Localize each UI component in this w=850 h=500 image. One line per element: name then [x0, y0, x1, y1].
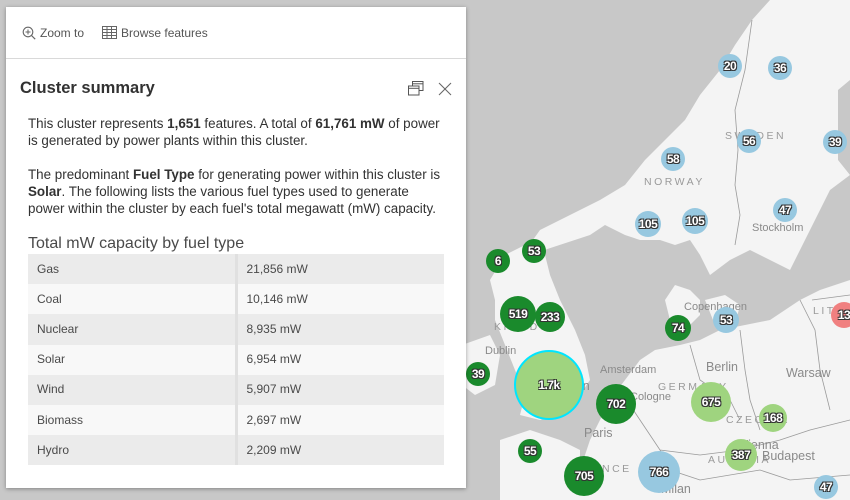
capacity-cell: 21,856 mW	[236, 254, 444, 285]
browse-features-button[interactable]: Browse features	[102, 26, 208, 40]
fuel-type-cell: Biomass	[28, 404, 238, 436]
table-row: Hydro 2,209 mW	[28, 435, 444, 466]
table-row: Nuclear 8,935 mW	[28, 314, 444, 345]
cluster-marker[interactable]: 168	[759, 404, 787, 432]
table-row: Biomass 2,697 mW	[28, 404, 444, 436]
feature-count: 1,651	[167, 116, 201, 131]
cluster-marker[interactable]: 55	[518, 439, 542, 463]
cluster-marker[interactable]: 53	[522, 239, 546, 263]
close-button[interactable]	[438, 82, 452, 96]
cluster-marker[interactable]: 675	[691, 382, 731, 422]
zoom-to-label: Zoom to	[40, 25, 85, 40]
browse-features-label: Browse features	[121, 25, 208, 40]
map-label: Cologne	[630, 391, 671, 403]
dock-icon	[408, 81, 424, 96]
selected-cluster-marker[interactable]: 1.7k	[516, 352, 582, 418]
popup-panel: Zoom to Browse features Cluster summary	[6, 7, 466, 488]
capacity-cell: 2,697 mW	[236, 404, 444, 436]
cluster-marker[interactable]: 58	[661, 147, 685, 171]
cluster-marker[interactable]: 39	[823, 130, 847, 154]
cluster-marker[interactable]: 36	[768, 56, 792, 80]
table-row: Coal 10,146 mW	[28, 284, 444, 315]
summary-paragraph: This cluster represents 1,651 features. …	[28, 116, 440, 148]
cluster-marker[interactable]: 6	[486, 249, 510, 273]
close-icon	[438, 82, 452, 95]
popup-actions-bar: Zoom to Browse features	[6, 7, 466, 59]
fuel-type-cell: Solar	[28, 344, 238, 375]
cluster-marker[interactable]: 702	[596, 384, 636, 424]
table-title: Total mW capacity by fuel type	[28, 235, 245, 252]
cluster-marker[interactable]: 766	[638, 451, 680, 493]
map-label: NORWAY	[644, 176, 705, 188]
map-label: Paris	[584, 426, 613, 440]
cluster-marker[interactable]: 56	[737, 129, 761, 153]
map-label: Amsterdam	[600, 364, 657, 376]
field-name: Fuel Type	[132, 167, 195, 182]
zoom-in-icon	[22, 26, 36, 40]
dock-button[interactable]	[408, 81, 424, 96]
zoom-to-button[interactable]: Zoom to	[22, 26, 84, 40]
table-row: Solar 6,954 mW	[28, 344, 444, 375]
map-label: Budapest	[762, 449, 815, 463]
total-capacity: 61,761 mW	[315, 116, 385, 131]
cluster-marker[interactable]: 105	[635, 211, 661, 237]
map-label: Berlin	[706, 360, 738, 374]
capacity-cell: 6,954 mW	[236, 344, 444, 375]
cluster-marker[interactable]: 519	[500, 296, 536, 332]
cluster-marker[interactable]: 53	[713, 307, 739, 333]
table-row: Gas 21,856 mW	[28, 254, 444, 285]
popup-title: Cluster summary	[20, 79, 155, 97]
cluster-marker[interactable]: 74	[665, 315, 691, 341]
fuel-type-cell: Wind	[28, 374, 238, 405]
cluster-marker[interactable]: 39	[466, 362, 490, 386]
fuel-type-cell: Nuclear	[28, 314, 238, 345]
map-label: NCE	[602, 463, 632, 475]
cluster-marker[interactable]: 20	[718, 54, 742, 78]
capacity-cell: 8,935 mW	[236, 314, 444, 345]
capacity-cell: 10,146 mW	[236, 284, 444, 315]
table-row: Wind 5,907 mW	[28, 374, 444, 405]
cluster-marker[interactable]: 105	[682, 208, 708, 234]
fuel-type-cell: Hydro	[28, 435, 238, 466]
map-label: Stockholm	[752, 222, 804, 234]
fuel-type-cell: Coal	[28, 284, 238, 315]
popup-content: This cluster represents 1,651 features. …	[6, 103, 466, 466]
predominant-paragraph: The predominant Fuel Type for generating…	[28, 167, 441, 216]
table-icon	[102, 26, 118, 39]
capacity-cell: 2,209 mW	[236, 435, 444, 466]
cluster-marker[interactable]: 233	[535, 302, 565, 332]
map-label: Dublin	[485, 345, 517, 357]
predominant-value: Solar	[28, 184, 62, 199]
fuel-type-cell: Gas	[28, 254, 238, 285]
cluster-marker[interactable]: 387	[725, 439, 757, 471]
cluster-marker[interactable]: 47	[814, 475, 838, 499]
cluster-marker[interactable]: 705	[564, 456, 604, 496]
cluster-marker[interactable]: 13	[831, 302, 850, 328]
map-label: Warsaw	[786, 366, 831, 380]
fuel-capacity-table: Gas 21,856 mW Coal 10,146 mW Nuclear 8,935 mW…	[28, 254, 444, 466]
popup-header: Cluster summary	[6, 59, 466, 103]
capacity-cell: 5,907 mW	[236, 374, 444, 405]
cluster-marker[interactable]: 47	[773, 198, 797, 222]
